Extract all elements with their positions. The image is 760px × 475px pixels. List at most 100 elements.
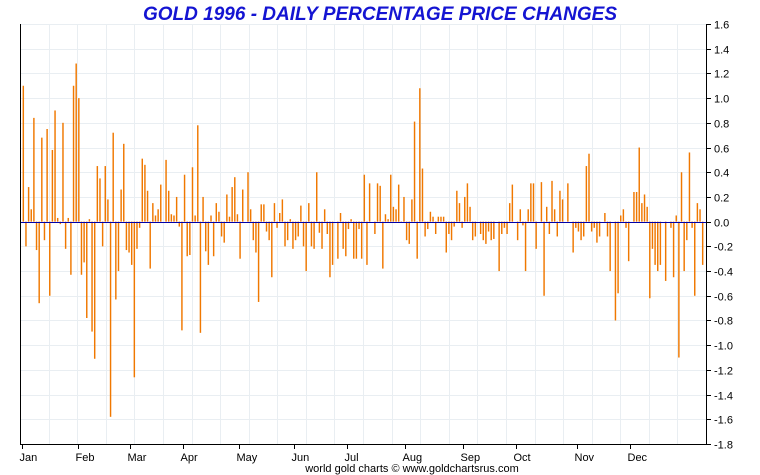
bar <box>461 221 463 228</box>
bar <box>96 166 99 222</box>
bar <box>678 221 680 358</box>
x-tick-label: Oct <box>514 452 531 464</box>
bar <box>553 209 556 222</box>
y-axis-ticks: 1.6 1.4 1.2 1.0 0.8 0.6 0.4 0.2 0.0 -0.2 -0.4 -0.6 -… <box>706 20 733 452</box>
bar <box>614 221 617 321</box>
bar <box>331 221 334 265</box>
bar <box>247 172 249 222</box>
bar <box>310 221 313 247</box>
bar <box>469 206 471 222</box>
bar <box>559 190 561 222</box>
bar <box>347 221 350 230</box>
bar <box>46 129 48 222</box>
bar <box>524 221 527 272</box>
bar <box>590 221 593 232</box>
y-tick-label: -0.2 <box>714 242 733 254</box>
bar <box>99 178 101 222</box>
bar <box>337 221 339 259</box>
bar <box>255 221 257 253</box>
bar <box>231 187 233 222</box>
bar <box>125 221 128 251</box>
bar <box>405 221 408 241</box>
bars <box>22 63 704 417</box>
bar <box>273 203 276 222</box>
bar <box>173 215 175 222</box>
bar <box>286 221 289 241</box>
bar <box>561 199 564 222</box>
bar <box>604 213 606 222</box>
bar <box>434 221 437 234</box>
bar <box>260 204 262 222</box>
bar <box>186 221 188 257</box>
bar <box>228 216 231 222</box>
bar <box>123 143 125 222</box>
bar <box>130 221 133 265</box>
bar <box>56 217 59 222</box>
bar <box>72 85 75 222</box>
bar <box>643 194 646 222</box>
bar <box>358 221 360 230</box>
bar <box>189 221 191 255</box>
bar <box>625 221 627 228</box>
bar <box>109 221 112 417</box>
bar <box>440 216 442 222</box>
bar <box>527 209 529 222</box>
y-tick-label: -0.8 <box>714 316 733 328</box>
bar <box>575 221 577 228</box>
bar <box>474 221 477 237</box>
bar <box>62 122 64 222</box>
axes <box>20 24 707 445</box>
bar <box>511 184 514 222</box>
y-tick-label: -1.4 <box>714 391 733 403</box>
bar <box>54 110 56 222</box>
bar <box>120 189 122 222</box>
bar <box>482 221 484 241</box>
bar <box>191 167 194 222</box>
bar <box>651 221 654 249</box>
bar <box>308 203 310 222</box>
bar <box>424 221 426 237</box>
bar <box>268 221 270 241</box>
y-tick-label: 0.4 <box>714 168 729 180</box>
bar <box>257 221 260 302</box>
bar <box>374 221 376 234</box>
bar <box>627 221 630 262</box>
bar <box>464 196 466 222</box>
bar <box>683 221 685 272</box>
x-tick-label: Jun <box>292 452 310 464</box>
bar <box>30 209 32 222</box>
bar <box>617 221 619 294</box>
bar <box>397 184 400 222</box>
bar <box>86 221 88 318</box>
bar <box>395 209 397 222</box>
x-tick-label: Dec <box>628 452 648 464</box>
bar <box>519 209 522 222</box>
bar <box>471 221 474 241</box>
y-tick-label: 0.6 <box>714 144 729 156</box>
bar <box>530 183 532 222</box>
bar <box>432 216 434 222</box>
y-tick-label: 0.0 <box>714 218 729 230</box>
bar <box>194 215 196 222</box>
bar <box>686 221 688 241</box>
bar <box>252 221 255 241</box>
bar <box>101 221 104 247</box>
bar <box>635 192 638 222</box>
bar <box>289 219 292 222</box>
bar <box>342 221 344 249</box>
bar <box>321 221 323 249</box>
bar <box>485 221 487 244</box>
bar <box>284 221 286 247</box>
bar <box>22 85 25 222</box>
bar <box>522 221 524 226</box>
bar <box>416 221 418 259</box>
bar <box>688 152 691 222</box>
bar <box>236 214 239 222</box>
bar <box>670 221 672 228</box>
bar <box>392 206 395 222</box>
chart-footer: world gold charts © www.goldchartsrus.co… <box>304 463 519 475</box>
bar <box>622 209 625 222</box>
bar <box>680 172 683 222</box>
bar <box>339 213 342 222</box>
bar <box>456 190 458 222</box>
